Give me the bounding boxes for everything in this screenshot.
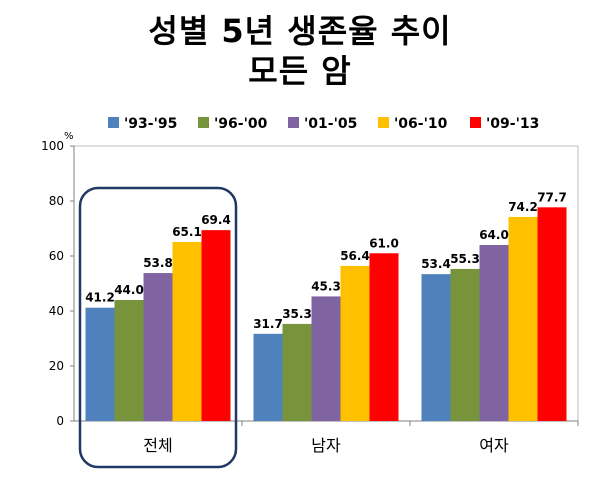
data-label: 61.0: [369, 236, 399, 250]
x-tick-label: 여자: [479, 436, 509, 455]
data-label: 45.3: [311, 279, 341, 293]
y-tick-label: 80: [49, 194, 64, 208]
bar-2-2: [282, 323, 312, 421]
y-tick-label: 20: [49, 359, 64, 373]
legend-label: '06-'10: [394, 116, 448, 132]
data-label: 64.0: [479, 228, 509, 242]
x-tick-label: 전체: [143, 436, 172, 455]
chart-title: 성별 5년 생존율 추이: [148, 12, 452, 50]
bar-1-1: [85, 307, 115, 421]
legend-label: '93-'95: [124, 116, 177, 132]
x-tick-label: 남자: [311, 436, 341, 455]
data-label: 53.4: [421, 257, 451, 271]
legend-label: '09-'13: [486, 116, 539, 132]
data-label: 55.3: [450, 252, 480, 266]
y-tick-label: 60: [49, 249, 64, 263]
bar-5-3: [537, 207, 567, 421]
data-label: 35.3: [282, 307, 312, 321]
data-label: 41.2: [85, 291, 115, 305]
bar-2-3: [450, 268, 480, 421]
y-tick-label: 40: [49, 304, 64, 318]
legend-label: '96-'00: [214, 116, 268, 132]
data-label: 69.4: [201, 213, 231, 227]
bar-4-3: [508, 216, 538, 421]
data-label: 31.7: [253, 317, 283, 331]
bar-5-2: [369, 253, 399, 421]
legend-label: '01-'05: [304, 116, 357, 132]
bar-1-2: [253, 333, 283, 421]
bar-2-1: [114, 300, 144, 421]
legend-swatch: [288, 117, 299, 128]
legend-swatch: [108, 117, 119, 128]
y-axis-label: %: [64, 131, 74, 142]
y-tick-label: 100: [41, 139, 64, 153]
bar-4-1: [172, 241, 202, 421]
legend-swatch: [378, 117, 389, 128]
bar-3-1: [143, 273, 173, 421]
legend-swatch: [198, 117, 209, 128]
data-label: 56.4: [340, 249, 370, 263]
chart-subtitle: 모든 암: [248, 52, 352, 90]
bar-1-3: [421, 274, 451, 421]
highlight-box: [78, 186, 238, 469]
bar-5-1: [201, 230, 231, 421]
bar-4-2: [340, 265, 370, 421]
data-label: 53.8: [143, 256, 173, 270]
data-label: 77.7: [537, 190, 567, 204]
bar-3-2: [311, 296, 341, 421]
data-label: 74.2: [508, 200, 538, 214]
y-tick-label: 0: [56, 414, 64, 428]
data-label: 44.0: [114, 283, 144, 297]
legend-swatch: [470, 117, 481, 128]
data-label: 65.1: [172, 225, 202, 239]
bar-3-3: [479, 245, 509, 421]
